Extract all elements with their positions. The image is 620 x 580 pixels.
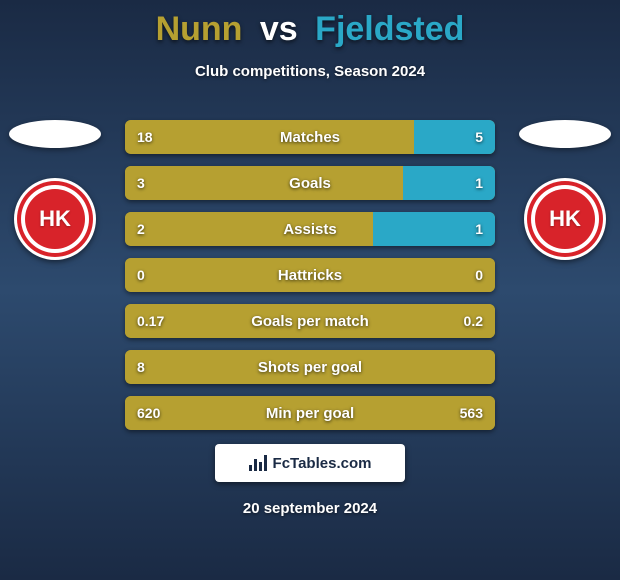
stat-row: Shots per goal8	[125, 350, 495, 384]
title-player2: Fjeldsted	[315, 10, 464, 48]
stat-seg-left	[125, 350, 495, 384]
stat-seg-left	[125, 396, 495, 430]
ellipse-icon	[9, 120, 101, 148]
ellipse-icon	[519, 120, 611, 148]
subtitle: Club competitions, Season 2024	[0, 63, 620, 80]
page-title: Nunn vs Fjeldsted	[0, 0, 620, 49]
stat-row: Assists21	[125, 212, 495, 246]
stat-seg-right	[403, 166, 496, 200]
stat-row: Min per goal620563	[125, 396, 495, 430]
stat-row: Goals per match0.170.2	[125, 304, 495, 338]
stat-row: Matches185	[125, 120, 495, 154]
badge-col-left: HK	[0, 120, 110, 260]
club-badge-left-text: HK	[25, 189, 85, 249]
badge-col-right: HK	[510, 120, 620, 260]
date-text: 20 september 2024	[0, 500, 620, 517]
stat-seg-right	[373, 212, 495, 246]
stat-seg-left	[125, 166, 403, 200]
chart-icon	[249, 455, 267, 471]
club-badge-right-text: HK	[535, 189, 595, 249]
stat-row: Goals31	[125, 166, 495, 200]
stat-seg-left	[125, 120, 414, 154]
title-player1: Nunn	[156, 10, 243, 48]
stat-seg-right	[414, 120, 495, 154]
stat-bars: Matches185 Goals31 Assists21 Hattricks00 Goa…	[125, 120, 495, 442]
stat-seg-left	[125, 258, 495, 292]
club-badge-left: HK	[14, 178, 96, 260]
club-badge-right: HK	[524, 178, 606, 260]
title-vs: vs	[260, 10, 298, 48]
content: Nunn vs Fjeldsted Club competitions, Sea…	[0, 0, 620, 580]
stat-row: Hattricks00	[125, 258, 495, 292]
brand-text: FcTables.com	[273, 455, 372, 472]
brand-box[interactable]: FcTables.com	[215, 444, 405, 482]
stat-seg-left	[125, 304, 495, 338]
stat-seg-left	[125, 212, 373, 246]
